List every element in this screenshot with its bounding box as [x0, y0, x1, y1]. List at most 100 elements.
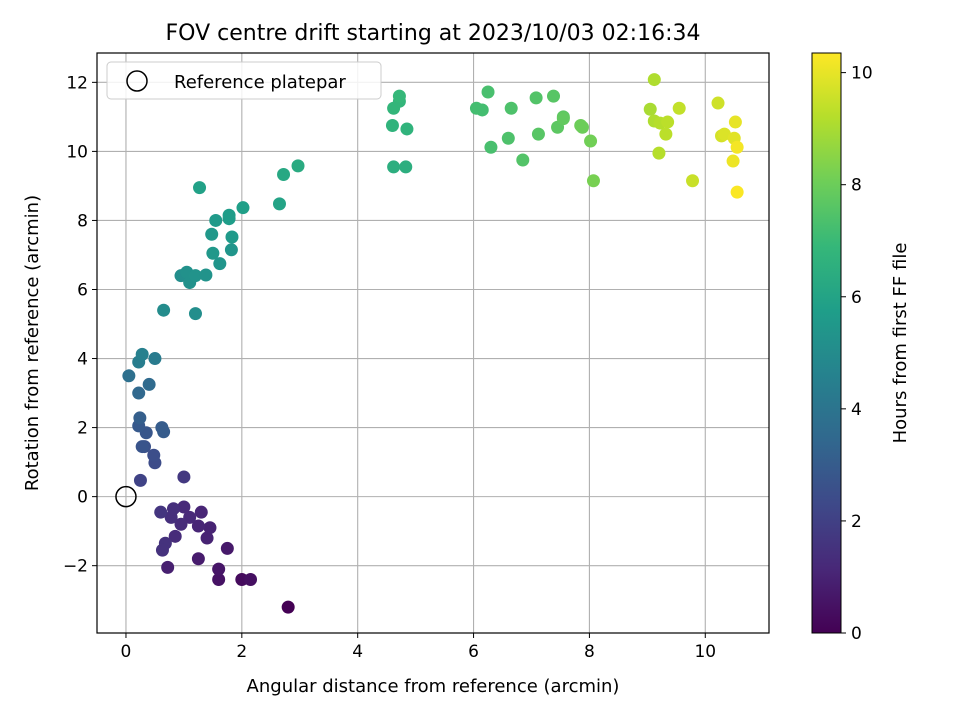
data-point [177, 500, 191, 514]
data-point [191, 519, 205, 533]
data-points [115, 73, 744, 614]
colorbar-tick-label: 4 [851, 400, 862, 420]
data-point [730, 140, 744, 154]
data-point [203, 521, 217, 535]
data-point [168, 529, 182, 543]
y-tick-label: 4 [77, 350, 88, 370]
y-tick-label: 8 [77, 211, 88, 231]
data-point [546, 89, 560, 103]
colorbar-ticks: 0 2 4 6 8 10 [841, 64, 873, 644]
data-point [155, 421, 169, 435]
data-point [154, 505, 168, 519]
data-point [717, 127, 731, 141]
y-tick-label: 6 [77, 280, 88, 300]
data-point [272, 197, 286, 211]
grid [97, 53, 769, 633]
colorbar-tick-label: 6 [851, 288, 862, 308]
data-point [236, 201, 250, 215]
data-point [484, 140, 498, 154]
data-point [133, 473, 147, 487]
data-point [142, 377, 156, 391]
data-point [730, 185, 744, 199]
chart-title: FOV centre drift starting at 2023/10/03 … [166, 21, 701, 46]
data-point [686, 174, 700, 188]
y-tick-label: 2 [77, 419, 88, 439]
data-point [212, 562, 226, 576]
data-point [399, 160, 413, 174]
legend-marker-reference [126, 70, 148, 92]
colorbar: 0 2 4 6 8 10 Hours from first FF file [811, 52, 911, 644]
x-tick-label: 0 [121, 642, 132, 662]
data-point [475, 103, 489, 117]
data-point [193, 181, 207, 195]
data-point [191, 552, 205, 566]
data-point [481, 85, 495, 99]
data-point [183, 510, 197, 524]
data-point [122, 369, 136, 383]
y-tick-label: 12 [66, 73, 88, 93]
data-point [643, 102, 657, 116]
data-point [132, 386, 146, 400]
data-point [200, 531, 214, 545]
data-point [277, 168, 291, 182]
y-tick-label: −2 [63, 557, 88, 577]
reference-platepar-marker [115, 485, 137, 508]
data-point [161, 560, 175, 574]
data-point [556, 112, 570, 126]
data-point [157, 303, 171, 317]
data-point [206, 246, 220, 260]
colorbar-gradient [811, 52, 842, 634]
data-point [504, 101, 518, 115]
data-point [222, 208, 236, 222]
x-tick-label: 10 [694, 642, 716, 662]
colorbar-label: Hours from first FF file [890, 243, 911, 444]
colorbar-tick-label: 0 [851, 624, 862, 644]
data-point [584, 134, 598, 148]
axes: 0 2 4 6 8 10 −2 0 2 4 6 8 10 12 [63, 73, 716, 662]
data-point [652, 146, 666, 160]
data-point [135, 347, 149, 361]
data-point [220, 541, 234, 555]
data-point [672, 101, 686, 115]
data-point [213, 257, 227, 271]
x-tick-label: 8 [584, 642, 595, 662]
colorbar-tick-label: 10 [851, 64, 873, 84]
data-point [147, 448, 161, 462]
legend-label-reference: Reference platepar [174, 72, 346, 93]
data-point [529, 91, 543, 105]
data-point [188, 269, 202, 283]
x-tick-label: 6 [468, 642, 479, 662]
data-point [177, 470, 191, 484]
data-point [174, 517, 188, 531]
y-tick-label: 0 [77, 488, 88, 508]
data-point [531, 127, 545, 141]
colorbar-tick-label: 2 [851, 512, 862, 532]
data-point [155, 543, 169, 557]
legend: Reference platepar [106, 61, 382, 100]
data-point [205, 227, 219, 241]
x-axis-label: Angular distance from reference (arcmin) [247, 676, 620, 697]
x-tick-label: 4 [352, 642, 363, 662]
data-point [659, 127, 673, 141]
data-point [199, 268, 213, 282]
data-point [224, 243, 238, 257]
data-point [392, 89, 406, 103]
data-point [575, 120, 589, 134]
data-point [148, 352, 162, 366]
data-point [400, 122, 414, 136]
data-point [711, 96, 725, 110]
data-point [726, 154, 740, 168]
y-tick-label: 10 [66, 142, 88, 162]
data-point [135, 440, 149, 454]
data-point [647, 73, 661, 87]
data-point [387, 160, 401, 174]
data-point [194, 505, 208, 519]
plot-area-frame [96, 52, 770, 634]
data-point [133, 411, 147, 425]
data-point [661, 115, 675, 129]
data-point [385, 119, 399, 132]
data-point [586, 174, 600, 188]
data-point [166, 502, 180, 516]
